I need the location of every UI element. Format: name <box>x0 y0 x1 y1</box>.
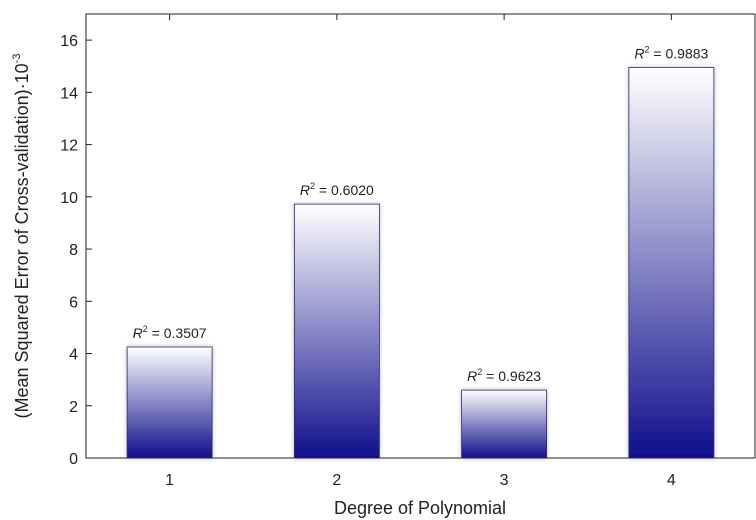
data-labels: R2 = 0.3507 R2 = 0.6020 R2 = 0.9623 R2 = 0.… <box>133 45 709 385</box>
y-axis-title: (Mean Squared Error of Cross-validation)… <box>11 54 32 419</box>
data-label-3: R2 = 0.9623 <box>467 367 541 384</box>
data-label-variable: R <box>133 325 143 341</box>
x-tick-label: 4 <box>667 472 676 489</box>
bar-2 <box>294 204 379 458</box>
x-tick-label: 1 <box>165 472 174 489</box>
y-tick-label: 10 <box>60 190 78 207</box>
data-label-value: = 0.3507 <box>148 325 207 341</box>
x-tick-label: 2 <box>332 472 341 489</box>
data-label-variable: R <box>467 368 477 384</box>
y-axis-title-main: (Mean Squared Error of Cross-validation)… <box>12 63 32 418</box>
y-tick-label: 16 <box>60 33 78 50</box>
data-label-1: R2 = 0.3507 <box>133 324 207 341</box>
y-axis: 0 2 4 6 8 10 12 14 16 <box>60 33 92 468</box>
x-tick-label: 3 <box>500 472 509 489</box>
y-tick-label: 14 <box>60 85 78 102</box>
y-tick-label: 8 <box>69 242 78 259</box>
data-label-variable: R <box>634 46 644 62</box>
data-label-variable: R <box>300 182 310 198</box>
bar-1 <box>127 347 212 458</box>
y-tick-label: 0 <box>69 451 78 468</box>
bar-4 <box>629 68 714 458</box>
x-axis-title: Degree of Polynomial <box>334 498 506 518</box>
bar-3 <box>462 390 547 458</box>
data-label-4: R2 = 0.9883 <box>634 45 708 62</box>
data-label-value: = 0.9883 <box>650 46 709 62</box>
data-label-2: R2 = 0.6020 <box>300 181 374 198</box>
y-tick-label: 2 <box>69 399 78 416</box>
data-label-value: = 0.9623 <box>482 368 541 384</box>
y-tick-label: 6 <box>69 294 78 311</box>
y-tick-label: 4 <box>69 347 78 364</box>
y-tick-label: 12 <box>60 138 78 155</box>
data-label-value: = 0.6020 <box>315 182 374 198</box>
y-axis-title-exponent: -3 <box>11 54 23 64</box>
x-axis: 1 2 3 4 <box>165 14 676 489</box>
bars <box>127 68 714 458</box>
